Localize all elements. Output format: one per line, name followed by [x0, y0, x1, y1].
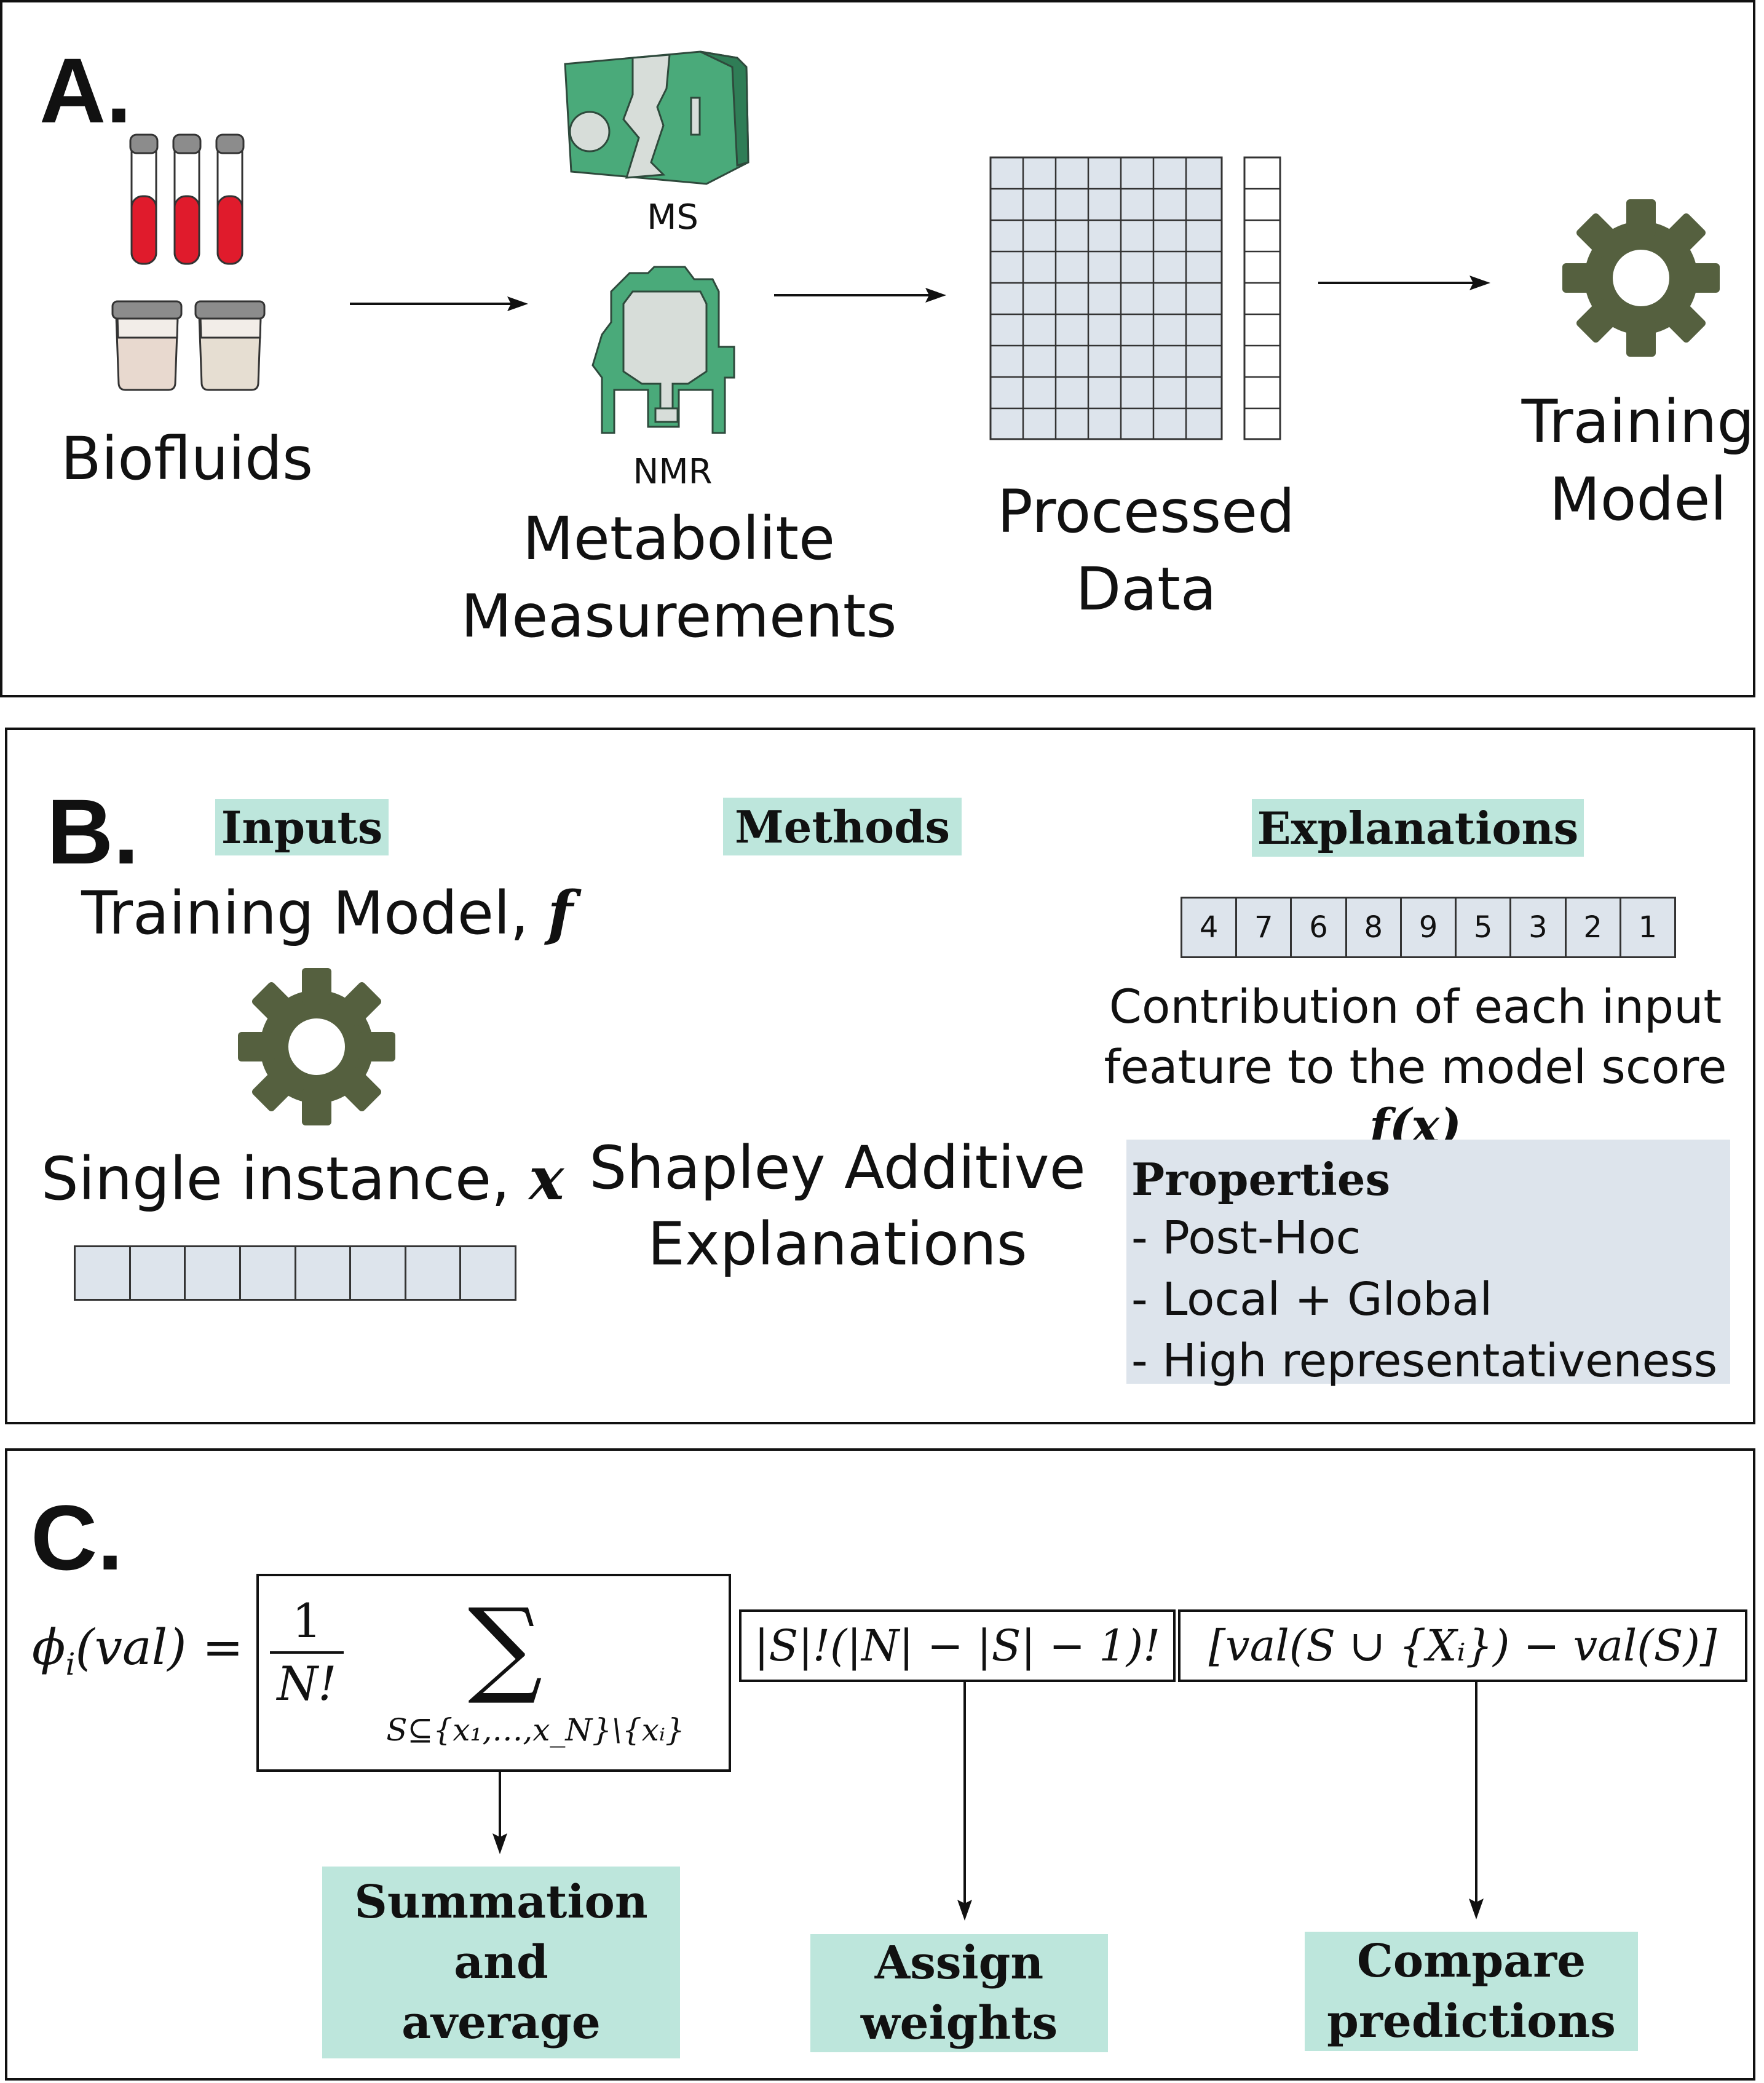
shap-logo-icon	[782, 903, 915, 1076]
explanation-cell: 9	[1402, 899, 1457, 956]
contribution-line-2: feature to the model score	[1104, 1039, 1727, 1094]
compare-term-box: [val(S ∪ {Xᵢ}) − val(S)]	[1178, 1609, 1747, 1682]
arrow-icon	[1469, 1682, 1484, 1919]
explanation-cell: 6	[1292, 899, 1347, 956]
shap-label-line-2: Explanations	[647, 1210, 1027, 1279]
assign-line-1: Assign	[874, 1937, 1044, 1990]
property-item: - Local + Global	[1131, 1273, 1493, 1326]
biofluids-label: Biofluids	[60, 424, 314, 493]
explanation-cell: 2	[1567, 899, 1621, 956]
assign-line-2: weights	[860, 1997, 1058, 2050]
properties-box: Properties - Post-Hoc - Local + Global -…	[1126, 1140, 1730, 1387]
test-tube-icon	[129, 133, 245, 265]
single-instance-vector	[74, 1245, 516, 1301]
fraction: 1 N!	[270, 1593, 344, 1712]
training-model-text: Training Model, f	[44, 875, 610, 951]
vector-cell	[241, 1247, 296, 1299]
arrow-icon	[957, 1682, 972, 1921]
vector-cell	[296, 1247, 352, 1299]
fraction-bar	[270, 1651, 344, 1654]
urine-cup-icon	[111, 300, 266, 391]
phi-symbol: ϕ	[32, 1619, 66, 1676]
compare-predictions-box: Compare predictions	[1305, 1932, 1638, 2051]
fraction-denominator: N!	[277, 1656, 337, 1711]
nmr-spectrometer-icon	[591, 266, 735, 434]
arrow-icon	[350, 296, 528, 311]
summation-term-box: 1 N! ∑ S⊆{x₁,…,x_N}\{xᵢ}	[256, 1574, 731, 1772]
single-instance-label: Single instance,	[41, 1145, 529, 1213]
weight-term-box: |S|!(|N| − |S| − 1)!	[739, 1609, 1176, 1682]
phi-subscript: i	[65, 1646, 76, 1682]
properties-title: Properties	[1131, 1153, 1391, 1205]
metabolite-label-line-2: Measurements	[461, 582, 897, 651]
metabolite-label-line-1: Metabolite	[522, 504, 836, 573]
summation-line-2: and	[454, 1936, 548, 1989]
panel-b-letter: B.	[47, 780, 139, 883]
panel-c-letter: C.	[31, 1486, 123, 1589]
vector-cell	[131, 1247, 186, 1299]
vector-cell	[76, 1247, 131, 1299]
summation-line-3: average	[401, 1996, 601, 2049]
gear-icon	[238, 968, 395, 1125]
summation-average-box: Summation and average	[322, 1867, 680, 2058]
shap-label-line-1: Shapley Additive	[589, 1133, 1086, 1202]
panel-a: A.	[0, 0, 1755, 697]
panel-a-letter: A.	[39, 39, 132, 142]
formula-lhs: ϕi(val) =	[32, 1617, 243, 1695]
explanation-cell: 5	[1457, 899, 1512, 956]
contribution-line-1: Contribution of each input	[1109, 979, 1722, 1034]
training-label-line-2: Model	[1549, 465, 1727, 534]
sum-symbol: ∑	[468, 1586, 543, 1708]
vector-cell	[406, 1247, 462, 1299]
explanations-tag: Explanations	[1252, 799, 1584, 857]
compare-line-2: predictions	[1327, 1995, 1616, 2048]
explanation-cell: 7	[1237, 899, 1292, 956]
training-model-var: f	[547, 878, 573, 948]
arrow-icon	[492, 1772, 507, 1854]
mass-spectrometer-icon	[564, 50, 750, 185]
sum-subscript: S⊆{x₁,…,x_N}\{xᵢ}	[386, 1712, 685, 1748]
training-model-label: Training Model,	[81, 879, 548, 948]
arrow-icon	[1318, 276, 1490, 290]
single-instance-var: x	[529, 1144, 564, 1213]
nmr-label: NMR	[633, 452, 713, 492]
single-instance-text: Single instance, x	[32, 1141, 573, 1217]
gear-icon	[1562, 199, 1720, 357]
assign-weights-box: Assign weights	[810, 1934, 1108, 2052]
explanation-cell: 1	[1638, 910, 1658, 945]
processed-label-line-2: Data	[1075, 555, 1217, 624]
ms-label: MS	[647, 197, 698, 237]
explanation-cell: 8	[1347, 899, 1402, 956]
inputs-tag: Inputs	[215, 799, 389, 855]
panel-c: C. ϕi(val) = 1 N! ∑ S⊆{x₁,…,x_N}\{xᵢ} |S…	[5, 1448, 1755, 2081]
contribution-line-2-wrap: feature to the model score f(x)	[1053, 1038, 1764, 1156]
vector-cell	[351, 1247, 406, 1299]
processed-label-line-1: Processed	[997, 477, 1295, 546]
training-label-line-1: Training	[1521, 387, 1755, 456]
summation-line-1: Summation	[354, 1876, 648, 1929]
panel-b: B. Inputs Methods Explanations Training …	[5, 728, 1755, 1424]
vector-cell	[186, 1247, 241, 1299]
property-item: - High representativeness	[1131, 1335, 1718, 1387]
explanation-cell: 3	[1511, 899, 1567, 956]
vector-cell	[461, 1247, 515, 1299]
data-matrix-icon	[989, 156, 1281, 440]
compare-line-1: Compare	[1356, 1935, 1586, 1988]
phi-argument: (val) =	[75, 1619, 243, 1676]
methods-tag: Methods	[723, 798, 962, 855]
property-item: - Post-Hoc	[1131, 1212, 1361, 1264]
arrow-icon	[774, 288, 946, 303]
fraction-numerator: 1	[291, 1593, 322, 1648]
explanation-cell: 4	[1182, 899, 1238, 956]
